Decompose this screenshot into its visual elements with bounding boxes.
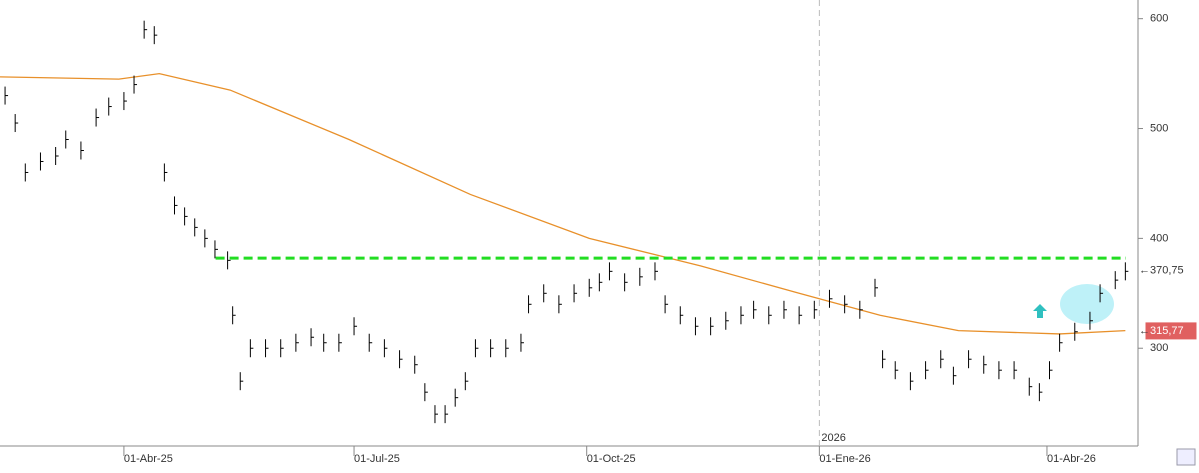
y-tick-label: 400 — [1150, 232, 1168, 244]
price-label-box — [1146, 262, 1196, 279]
year-label: 2026 — [821, 432, 845, 444]
x-tick-label: 01-Abr-26 — [1047, 453, 1096, 465]
y-tick-label: 600 — [1150, 13, 1168, 25]
price-label: 315,77 — [1150, 325, 1184, 337]
x-tick-label: 01-Oct-25 — [587, 453, 636, 465]
price-label-box — [1145, 322, 1197, 340]
toggle-button[interactable] — [1176, 448, 1196, 466]
x-tick-label: 01-Ene-26 — [819, 453, 870, 465]
y-tick-label: 300 — [1150, 342, 1168, 354]
moving-average — [0, 72, 1126, 335]
up-arrow — [1033, 304, 1047, 318]
y-tick-label: 500 — [1150, 122, 1168, 134]
price-arrow: ← — [1139, 264, 1150, 276]
x-tick-label: 01-Abr-25 — [124, 453, 173, 465]
highlight — [1060, 284, 1114, 324]
price-arrow: ← — [1139, 325, 1150, 337]
x-tick-label: 01-Jul-25 — [354, 453, 400, 465]
price-label: 370,75 — [1150, 264, 1184, 276]
